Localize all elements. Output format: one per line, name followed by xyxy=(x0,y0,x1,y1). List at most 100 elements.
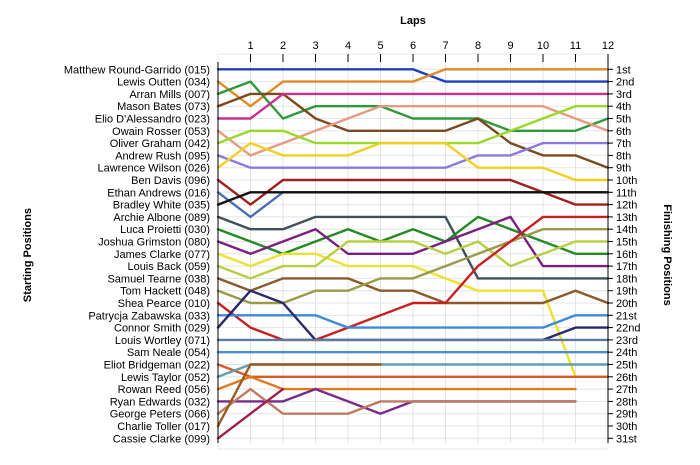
finishing-position-label: 21st xyxy=(616,310,637,322)
finishing-position-label: 11th xyxy=(616,187,637,199)
right-axis-title: Finishing Positions xyxy=(661,204,673,305)
driver-label: Connor Smith (029) xyxy=(114,323,210,335)
finishing-position-label: 24th xyxy=(616,347,637,359)
finishing-position-label: 16th xyxy=(616,249,637,261)
lap-tick-label: 4 xyxy=(345,40,351,52)
series-line xyxy=(216,363,382,428)
driver-label: Mason Bates (073) xyxy=(117,101,210,113)
finishing-position-label: 31st xyxy=(616,433,637,445)
driver-label: Archie Albone (089) xyxy=(113,212,210,224)
driver-label: Patrycja Zabawska (033) xyxy=(88,310,210,322)
driver-label: James Clarke (077) xyxy=(114,249,210,261)
series-line xyxy=(216,191,610,206)
driver-label: Lawrence Wilson (026) xyxy=(98,163,211,175)
left-axis-title: Starting Positions xyxy=(22,208,34,302)
lap-tick-label: 12 xyxy=(602,40,614,52)
lap-tick-label: 1 xyxy=(247,40,253,52)
driver-label: Matthew Round-Garrido (015) xyxy=(64,64,210,76)
driver-label: Ben Davis (096) xyxy=(131,175,210,187)
finishing-position-label: 20th xyxy=(616,298,637,310)
lap-tick-label: 10 xyxy=(537,40,549,52)
finishing-position-label: 17th xyxy=(616,261,637,273)
series-line xyxy=(216,68,610,108)
finishing-position-label: 1st xyxy=(616,64,631,76)
driver-label: Charlie Toller (017) xyxy=(117,421,210,433)
driver-label: Louis Back (059) xyxy=(127,261,210,273)
finishing-position-label: 7th xyxy=(616,138,631,150)
lap-tick-label: 3 xyxy=(312,40,318,52)
driver-label: George Peters (066) xyxy=(110,409,210,421)
series-line xyxy=(216,387,577,415)
finishing-position-label: 30th xyxy=(616,421,637,433)
lap-tick-label: 6 xyxy=(410,40,416,52)
series-line xyxy=(216,314,610,329)
finishing-position-label: 29th xyxy=(616,409,637,421)
lap-tick-label: 9 xyxy=(507,40,513,52)
series-line xyxy=(216,215,610,280)
series-line xyxy=(216,141,610,182)
driver-label: Eliot Bridgeman (022) xyxy=(104,360,210,372)
driver-label: Arran Mills (007) xyxy=(129,89,210,101)
driver-label: Tom Hackett (048) xyxy=(120,286,210,298)
driver-label: Ethan Andrews (016) xyxy=(107,187,210,199)
driver-label: Lewis Outten (034) xyxy=(117,77,210,89)
series-line xyxy=(216,277,610,305)
series-line xyxy=(216,215,610,268)
series-lines xyxy=(216,68,610,440)
finishing-position-label: 2nd xyxy=(616,77,634,89)
driver-label: Sam Neale (054) xyxy=(127,347,210,359)
finishing-position-label: 23rd xyxy=(616,335,638,347)
finishing-position-label: 15th xyxy=(616,237,637,249)
series-line xyxy=(216,252,610,378)
finishing-position-label: 27th xyxy=(616,384,637,396)
lap-tick-label: 2 xyxy=(280,40,286,52)
driver-label: Elio D'Alessandro (023) xyxy=(95,114,210,126)
series-line xyxy=(216,92,610,120)
series-line xyxy=(216,375,577,391)
lap-tick-label: 8 xyxy=(475,40,481,52)
driver-label: Andrew Rush (095) xyxy=(115,150,210,162)
x-axis-title: Laps xyxy=(400,15,426,27)
driver-label: Ryan Edwards (032) xyxy=(110,396,210,408)
finishing-position-label: 22nd xyxy=(616,323,640,335)
finishing-position-label: 6th xyxy=(616,126,631,138)
finishing-position-label: 14th xyxy=(616,224,637,236)
finishing-positions-labels: 1st2nd3rd4th5th6th7th8th9th10th11th12th1… xyxy=(608,64,640,445)
series-line xyxy=(216,68,610,83)
driver-label: Joshua Grimston (080) xyxy=(98,237,210,249)
finishing-position-label: 18th xyxy=(616,273,637,285)
finishing-position-label: 8th xyxy=(616,150,631,162)
driver-label: Bradley White (035) xyxy=(113,200,210,212)
lap-tick-label: 5 xyxy=(377,40,383,52)
driver-label: Luca Proietti (030) xyxy=(120,224,210,236)
series-line xyxy=(216,387,285,440)
finishing-position-label: 4th xyxy=(616,101,631,113)
driver-label: Samuel Tearne (038) xyxy=(107,273,210,285)
lap-tick-labels: 1 2 3 4 5 6 7 8 9 10 11 12 xyxy=(247,40,614,62)
lap-tick-label: 7 xyxy=(442,40,448,52)
finishing-position-label: 28th xyxy=(616,396,637,408)
finishing-position-label: 26th xyxy=(616,372,637,384)
finishing-position-label: 3rd xyxy=(616,89,632,101)
finishing-position-label: 9th xyxy=(616,163,631,175)
series-line xyxy=(216,104,610,157)
driver-label: Owain Rosser (053) xyxy=(112,126,210,138)
finishing-position-label: 13th xyxy=(616,212,637,224)
finishing-position-label: 12th xyxy=(616,200,637,212)
finishing-position-label: 19th xyxy=(616,286,637,298)
driver-label: Oliver Graham (042) xyxy=(110,138,210,150)
series-line xyxy=(216,141,610,169)
finishing-position-label: 25th xyxy=(616,360,637,372)
driver-label: Louis Wortley (071) xyxy=(115,335,210,347)
series-line xyxy=(216,80,610,133)
lap-tick-label: 11 xyxy=(570,40,581,52)
driver-label: Lewis Taylor (052) xyxy=(121,372,210,384)
driver-label: Shea Pearce (010) xyxy=(118,298,210,310)
starting-positions-labels: Matthew Round-Garrido (015)Lewis Outten … xyxy=(64,64,210,445)
series-line xyxy=(216,363,610,378)
driver-label: Cassie Clarke (099) xyxy=(113,433,210,445)
finishing-position-label: 10th xyxy=(616,175,637,187)
driver-label: Rowan Reed (056) xyxy=(118,384,210,396)
series-line xyxy=(216,240,610,280)
